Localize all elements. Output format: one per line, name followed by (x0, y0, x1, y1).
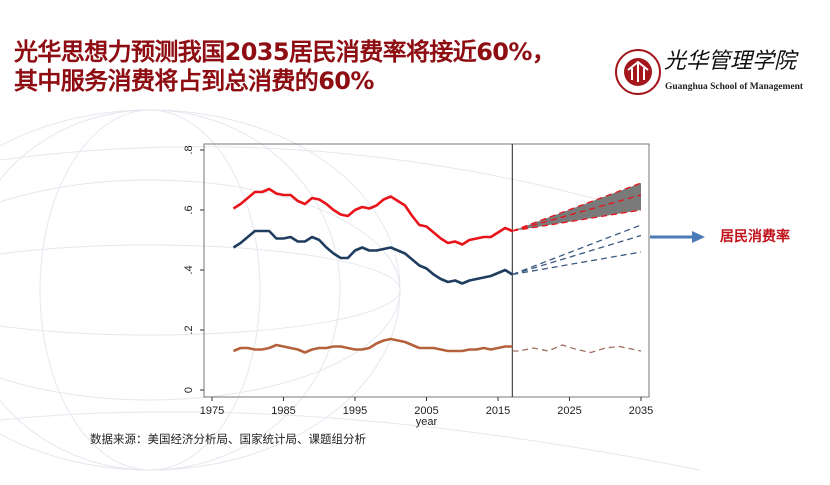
logo-chinese-name: 光华管理学院 (664, 49, 797, 74)
forecast-upper-line-0 (512, 182, 642, 232)
guanghua-logo: 光华管理学院 Guanghua School of Management (614, 48, 824, 100)
arrow-right-icon (692, 231, 705, 243)
x-tick-label: 1995 (343, 405, 367, 417)
y-tick-label: 0 (183, 387, 195, 393)
x-axis-label: year (416, 416, 438, 428)
forecast-lower-line-0 (512, 209, 642, 232)
data-source-note: 数据来源：美国经济分析局、国家统计局、课题组分析 (90, 432, 366, 446)
series-line-1 (232, 229, 513, 285)
forecast-upper-line-1 (512, 224, 642, 276)
logo-english-name: Guanghua School of Management (665, 82, 804, 92)
plot-frame (203, 143, 650, 398)
forecast-mid-line-1 (512, 234, 642, 276)
forecast-lower-line-1 (512, 251, 642, 276)
y-tick-label: .4 (183, 265, 195, 274)
arrow-label: 居民消费率 (720, 229, 790, 245)
slide-title-line-1: 光华思想力预测我国2035居民消费率将接近60%， (14, 38, 556, 66)
series-line-0 (232, 187, 513, 246)
x-tick-label: 2005 (414, 405, 438, 417)
y-tick-label: .6 (183, 205, 195, 214)
series-line-2 (232, 337, 513, 354)
slide-title-line-2: 其中服务消费将占到总消费的60% (14, 67, 374, 95)
peking-university-seal-icon (615, 49, 661, 95)
y-tick-label: .2 (183, 325, 195, 334)
x-tick-label: 1975 (200, 405, 224, 417)
x-tick-label: 2015 (486, 405, 510, 417)
x-tick-label: 2035 (629, 405, 653, 417)
y-tick-label: .8 (183, 145, 195, 154)
forecast-line-2 (512, 344, 642, 354)
x-tick-label: 1985 (271, 405, 295, 417)
x-tick-label: 2025 (557, 405, 581, 417)
forecast-mid-line-0 (512, 194, 642, 232)
